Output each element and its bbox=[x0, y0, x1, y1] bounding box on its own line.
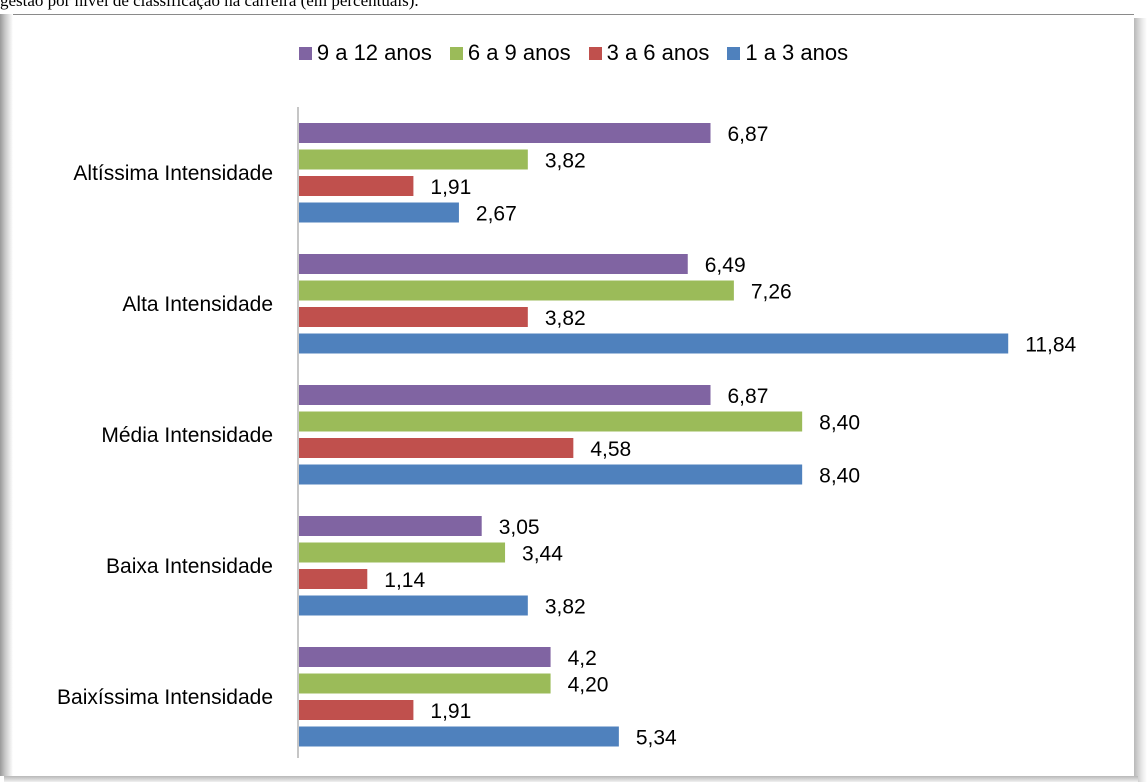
legend-item-1-3: 1 a 3 anos bbox=[727, 40, 848, 66]
bar bbox=[299, 673, 551, 694]
bar bbox=[299, 464, 803, 485]
legend-label: 3 a 6 anos bbox=[606, 40, 710, 65]
data-label: 4,2 bbox=[568, 647, 597, 670]
bar bbox=[299, 307, 528, 327]
data-label: 1,91 bbox=[430, 700, 471, 723]
category-label: Alta Intensidade bbox=[122, 293, 273, 316]
bar bbox=[299, 569, 368, 589]
legend-label: 6 a 9 anos bbox=[467, 40, 571, 65]
frame-shadow-left bbox=[0, 14, 13, 776]
legend-item-9-12: 9 a 12 anos bbox=[298, 40, 432, 66]
bar bbox=[299, 333, 1009, 354]
bar bbox=[299, 385, 711, 405]
data-label: 2,67 bbox=[476, 203, 517, 226]
bar bbox=[299, 726, 619, 747]
legend-item-3-6: 3 a 6 anos bbox=[588, 40, 710, 66]
data-label: 8,40 bbox=[819, 412, 860, 435]
bar bbox=[299, 542, 506, 563]
data-label: 1,14 bbox=[384, 569, 425, 592]
bar bbox=[299, 280, 734, 301]
data-label: 3,05 bbox=[499, 516, 540, 539]
bar bbox=[299, 700, 414, 720]
legend-label: 9 a 12 anos bbox=[316, 40, 432, 65]
frame-shadow-right bbox=[1134, 18, 1147, 782]
bar bbox=[299, 595, 528, 616]
data-label: 3,44 bbox=[522, 543, 563, 566]
category-label: Altíssima Intensidade bbox=[73, 162, 273, 185]
bar bbox=[299, 438, 574, 458]
bar bbox=[299, 176, 414, 196]
data-label: 1,91 bbox=[430, 176, 471, 199]
bar bbox=[299, 516, 482, 536]
data-label: 3,82 bbox=[545, 596, 586, 619]
legend-swatch bbox=[588, 46, 602, 60]
chart-legend: 9 a 12 anos 6 a 9 anos 3 a 6 anos 1 a 3 … bbox=[0, 40, 1147, 66]
data-label: 11,84 bbox=[1025, 334, 1076, 357]
bar bbox=[299, 254, 688, 274]
data-label: 4,58 bbox=[590, 438, 631, 461]
category-label: Baixíssima Intensidade bbox=[57, 686, 273, 709]
data-label: 6,87 bbox=[728, 123, 769, 146]
data-label: 6,49 bbox=[705, 254, 746, 277]
data-label: 4,20 bbox=[568, 674, 609, 697]
legend-item-6-9: 6 a 9 anos bbox=[449, 40, 571, 66]
data-label: 3,82 bbox=[545, 150, 586, 173]
data-label: 8,40 bbox=[819, 465, 860, 488]
legend-swatch bbox=[298, 46, 312, 60]
bar bbox=[299, 123, 711, 143]
category-label: Média Intensidade bbox=[101, 424, 273, 447]
data-label: 6,87 bbox=[728, 385, 769, 408]
data-label: 5,34 bbox=[636, 727, 677, 750]
frame-shadow-bottom bbox=[4, 776, 1138, 782]
bar bbox=[299, 149, 528, 170]
bar bbox=[299, 202, 459, 223]
data-label: 3,82 bbox=[545, 307, 586, 330]
data-label: 7,26 bbox=[751, 281, 792, 304]
legend-label: 1 a 3 anos bbox=[745, 40, 849, 65]
bar bbox=[299, 411, 803, 432]
legend-swatch bbox=[727, 46, 741, 60]
category-label: Baixa Intensidade bbox=[106, 555, 273, 578]
bar bbox=[299, 647, 551, 667]
legend-swatch bbox=[449, 46, 463, 60]
figure-caption: gestão por nível de classificação na car… bbox=[0, 0, 419, 10]
